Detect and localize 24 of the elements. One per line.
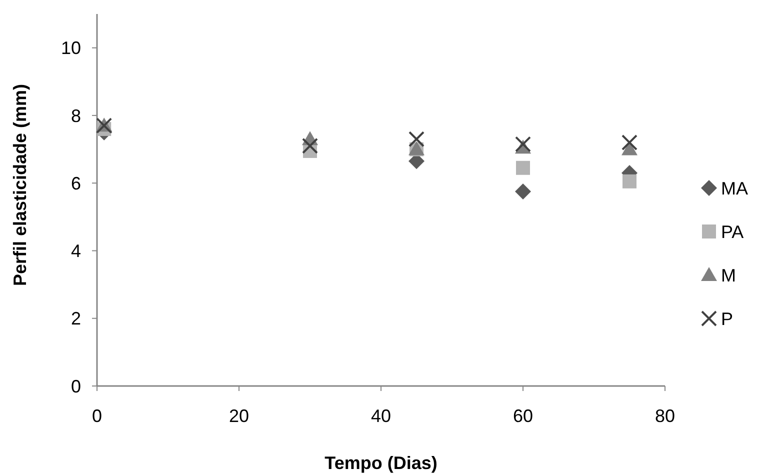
x-axis-title: Tempo (Dias) [324,453,438,473]
legend-label: PA [721,222,744,242]
point [516,160,530,175]
x-tick-label: 60 [512,406,534,426]
legend-label: MA [721,178,748,198]
point [515,136,531,152]
point [622,134,638,151]
x-tick-label: 40 [370,406,392,426]
y-tick-label: 2 [70,308,81,329]
point [515,184,531,200]
y-tick-label: 4 [70,241,81,262]
x-tick-label: 80 [654,406,676,426]
point [622,174,636,188]
legend-label: P [721,308,734,329]
legend-label: M [721,265,736,286]
x-tick-label: 0 [92,406,102,426]
y-tick-label: 8 [70,106,81,126]
x-tick-label: 20 [228,406,250,426]
point [408,131,424,148]
y-axis-title: Perfil elasticidade (mm) [10,84,30,286]
point [302,138,318,154]
y-tick-label: 10 [60,38,81,58]
y-tick-label: 6 [70,173,81,194]
y-tick-label: 0 [70,376,81,396]
